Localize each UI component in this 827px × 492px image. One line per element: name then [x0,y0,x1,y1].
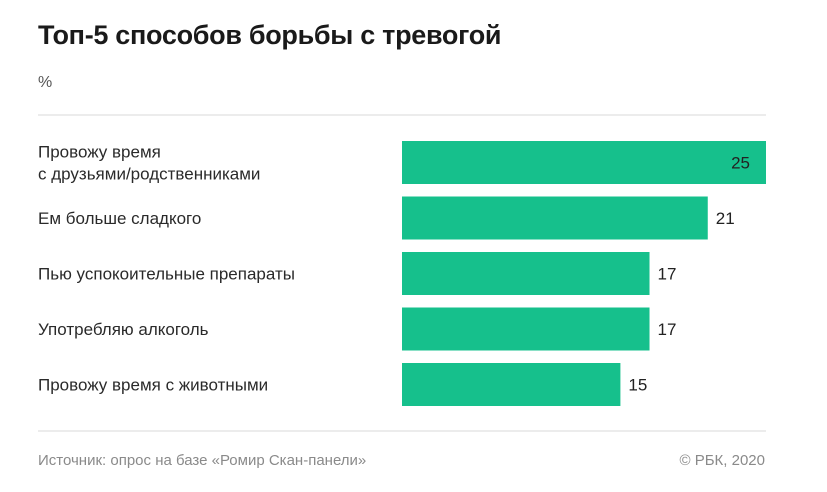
unit-label: % [38,74,53,91]
source-note: Источник: опрос на базе «Ромир Скан-пане… [38,452,367,469]
category-label: Провожу время с животными [38,376,268,395]
value-label: 25 [731,154,750,173]
bar [402,141,766,184]
category-label: Ем больше сладкого [38,209,201,228]
category-label: Провожу время с друзьями/родственниками [38,143,260,184]
chart-title: Топ-5 способов борьбы с тревогой [38,20,502,50]
value-label: 21 [716,209,735,228]
bar [402,363,621,406]
category-label: Пью успокоительные препараты [38,265,295,284]
value-label: 17 [658,265,677,284]
value-label: 17 [658,320,677,339]
value-label: 15 [628,376,647,395]
bar [402,196,708,240]
bar [402,307,650,351]
bar [402,252,650,295]
category-label: Употребляю алкоголь [38,320,209,339]
copyright-note: © РБК, 2020 [679,452,765,469]
